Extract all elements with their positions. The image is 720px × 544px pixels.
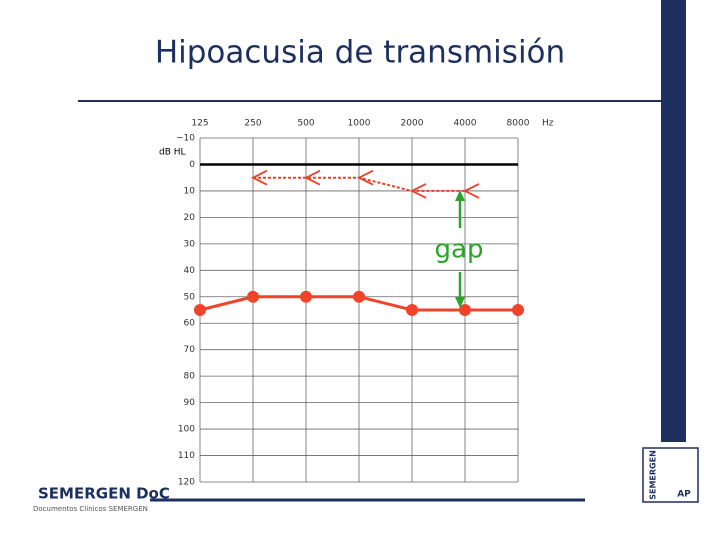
badge-small: AP (677, 490, 691, 500)
x-tick-label: 125 (191, 119, 208, 129)
x-unit: Hz (542, 119, 554, 129)
y-tick-label: 0 (189, 160, 195, 170)
x-tick-label: 250 (244, 119, 261, 129)
x-tick-label: 500 (297, 119, 314, 129)
footer-brand: SEMERGEN DoC (38, 485, 170, 503)
side-bar (661, 0, 686, 442)
y-tick-label: 90 (184, 398, 196, 408)
x-tick-label: 2000 (401, 119, 424, 129)
slide-title: Hipoacusia de transmisión (155, 35, 565, 71)
bone-marker (250, 169, 268, 186)
y-tick-label: 80 (184, 372, 196, 382)
bone-marker (303, 169, 321, 186)
y-tick-label: 60 (184, 319, 196, 329)
x-tick-label: 1000 (348, 119, 371, 129)
bone-marker (356, 169, 374, 186)
air-marker (300, 290, 312, 303)
air-marker (406, 304, 418, 316)
y-tick-label: 110 (178, 451, 195, 461)
bone-marker (462, 183, 480, 199)
gap-arrowhead (455, 190, 465, 201)
air-marker (353, 290, 365, 303)
y-tick-label: 10 (184, 186, 196, 196)
gap-arrowhead (455, 297, 465, 308)
audiogram: −10 0 10 20 30 40 50 60 70 80 90 100 110 120 125 250 500… (159, 119, 554, 488)
gap-label: gap (435, 235, 484, 265)
air-marker (512, 304, 524, 316)
y-tick-label: 70 (184, 345, 196, 355)
badge-text: SEMERGEN (649, 450, 658, 500)
y-tick-label: −10 (176, 134, 195, 144)
y-tick-label: 30 (184, 239, 196, 249)
y-tick-label: 40 (184, 266, 196, 276)
air-marker (459, 304, 471, 316)
y-axis-label: dB HL (159, 148, 186, 158)
badge (642, 447, 699, 503)
y-tick-label: 100 (178, 425, 195, 435)
x-tick-label: 4000 (454, 119, 477, 129)
y-tick-label: 120 (178, 478, 195, 488)
y-tick-label: 20 (184, 213, 196, 223)
bone-marker (409, 183, 427, 199)
footer-subtitle: Documentos Clínicos SEMERGEN (33, 505, 148, 513)
y-tick-label: 50 (184, 292, 196, 302)
x-tick-label: 8000 (507, 119, 530, 129)
air-marker (194, 304, 206, 316)
air-marker (247, 290, 259, 303)
